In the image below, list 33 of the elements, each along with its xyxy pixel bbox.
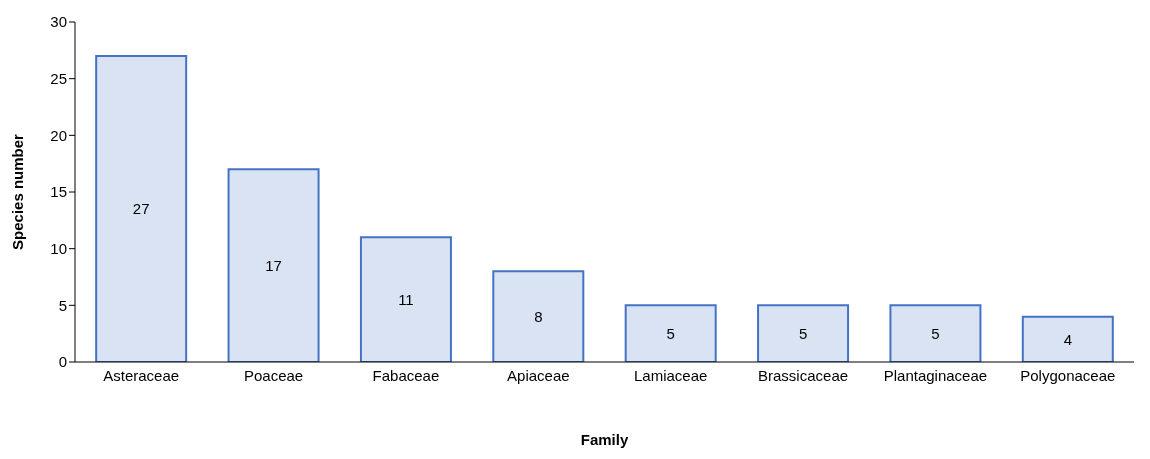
data-label: 27: [132, 200, 150, 218]
data-label: 17: [265, 256, 282, 274]
data-label: 11: [398, 290, 414, 308]
y-tick-label: 0: [58, 353, 67, 371]
bar: [1021, 315, 1114, 362]
x-tick-label: Asteraceae: [103, 366, 180, 384]
y-tick-label: 15: [50, 183, 67, 201]
x-tick-label: Apiaceae: [507, 366, 570, 384]
x-tick-label: Lamiaceae: [633, 366, 708, 384]
y-tick-label: 10: [50, 239, 67, 257]
y-tick-label: 20: [50, 126, 67, 144]
data-label: 8: [534, 307, 543, 325]
bar: [95, 55, 188, 362]
y-tick-label: 30: [50, 13, 67, 31]
x-tick-label: Poaceae: [243, 366, 304, 384]
x-tick-label: Polygonaceae: [1020, 366, 1116, 384]
y-tick-label: 5: [58, 296, 67, 314]
bar: [889, 304, 982, 362]
bar: [492, 270, 585, 362]
data-label: 5: [666, 324, 675, 342]
data-label: 5: [798, 324, 808, 342]
x-tick-label: Fabaceae: [372, 366, 440, 384]
y-axis-title: Species number: [9, 133, 27, 250]
bar: [624, 304, 717, 362]
x-tick-label: Brassicaceae: [758, 366, 849, 384]
x-tick-label: Plantaginaceae: [883, 366, 988, 384]
x-axis-title: Family: [580, 431, 629, 448]
data-label: 5: [931, 324, 940, 342]
bar: [359, 236, 452, 362]
data-label: 4: [1063, 330, 1072, 348]
bar: [227, 168, 320, 362]
bar: [757, 304, 850, 362]
y-tick-label: 25: [50, 69, 67, 87]
